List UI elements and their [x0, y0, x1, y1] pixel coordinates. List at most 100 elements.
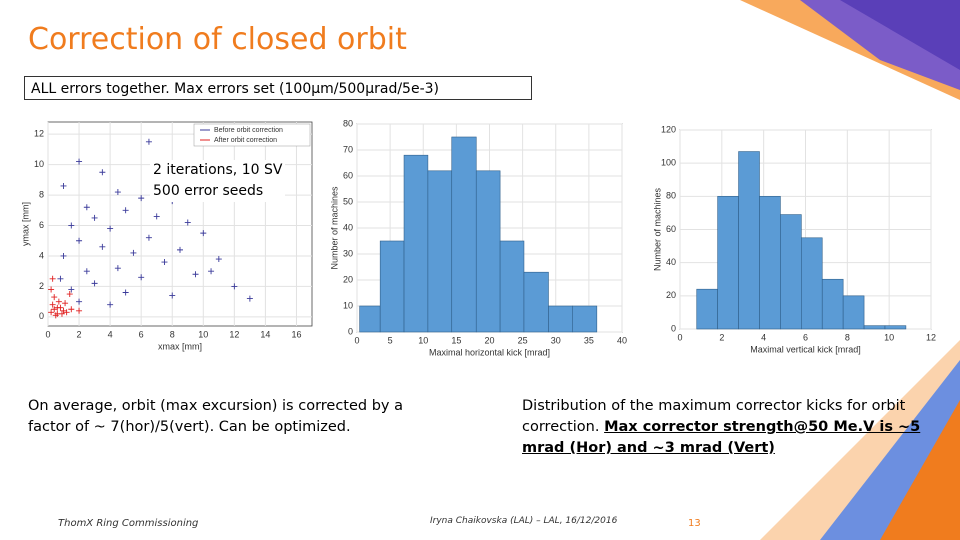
x-tick-label: 40: [617, 335, 627, 345]
point: [58, 310, 65, 317]
point: [114, 189, 121, 196]
plot-area: [47, 121, 313, 327]
point: [91, 280, 98, 287]
point: [99, 169, 106, 176]
subtitle-box: ALL errors together. Max errors set (100…: [24, 76, 532, 100]
x-tick-label: 35: [584, 335, 594, 345]
point: [231, 283, 238, 290]
point: [49, 275, 56, 282]
x-tick-label: 2: [719, 332, 724, 342]
point: [68, 306, 75, 313]
y-tick-label: 0: [39, 311, 44, 321]
point: [48, 309, 55, 316]
bar: [403, 154, 429, 333]
y-tick-label: 60: [666, 224, 676, 234]
x-tick-label: 15: [451, 335, 461, 345]
x-tick-label: 5: [388, 335, 393, 345]
y-axis-label: Number of machines: [329, 186, 339, 270]
point: [54, 304, 61, 311]
decor: [880, 400, 960, 540]
x-tick-label: 16: [291, 329, 301, 339]
x-axis-label: xmax [mm]: [158, 341, 202, 351]
y-tick-label: 50: [343, 196, 353, 206]
x-tick-label: 10: [418, 335, 428, 345]
point: [76, 298, 83, 305]
point: [68, 222, 75, 229]
point: [145, 138, 152, 145]
y-tick-label: 80: [666, 191, 676, 201]
point: [208, 268, 215, 275]
y-axis-label: Number of machines: [652, 187, 662, 271]
point: [107, 301, 114, 308]
x-tick-label: 12: [926, 332, 936, 342]
x-tick-label: 25: [518, 335, 528, 345]
legend-label: Before orbit correction: [214, 127, 283, 134]
y-tick-label: 80: [343, 118, 353, 128]
x-tick-label: 0: [677, 332, 682, 342]
point: [57, 275, 64, 282]
x-axis-label: Maximal horizontal kick [mrad]: [429, 347, 550, 357]
point: [55, 298, 62, 305]
x-tick-label: 4: [761, 332, 766, 342]
x-axis-label: Maximal vertical kick [mrad]: [750, 344, 861, 354]
bar: [738, 151, 760, 330]
annotation: 2 iterations, 10 SV 500 error seeds: [150, 160, 286, 202]
bar: [379, 240, 405, 333]
point: [83, 268, 90, 275]
point: [107, 225, 114, 232]
footer-center: Iryna Chaikovska (LAL) – LAL, 16/12/2016: [430, 516, 618, 526]
point: [76, 158, 83, 165]
point: [83, 204, 90, 211]
y-tick-label: 30: [343, 248, 353, 258]
point: [177, 246, 183, 253]
y-tick-label: 8: [39, 189, 44, 199]
y-axis-label: ymax [mm]: [20, 202, 30, 246]
bar: [821, 278, 844, 330]
page-number: 13: [688, 518, 701, 529]
bar: [359, 305, 381, 333]
x-tick-label: 10: [198, 329, 208, 339]
legend-label: After orbit correction: [214, 137, 277, 144]
point: [63, 309, 70, 316]
bar: [475, 170, 501, 333]
point: [51, 306, 58, 313]
point: [114, 265, 121, 272]
y-tick-label: 40: [343, 222, 353, 232]
point: [138, 274, 145, 281]
bar: [572, 305, 598, 333]
x-tick-label: 10: [884, 332, 894, 342]
slide-title: Correction of closed orbit: [28, 22, 407, 57]
y-tick-label: 12: [34, 129, 44, 139]
bar: [780, 214, 802, 330]
point: [91, 214, 98, 221]
bar: [759, 196, 781, 330]
legend-box: [193, 123, 311, 147]
point: [60, 307, 67, 314]
annotation-line: 2 iterations, 10 SV: [153, 162, 283, 178]
x-tick-label: 0: [45, 329, 50, 339]
point: [145, 234, 152, 241]
y-tick-label: 20: [666, 290, 676, 300]
point: [122, 289, 129, 296]
annotation-line: 500 error seeds: [153, 183, 264, 199]
point: [192, 271, 199, 278]
right-text: Distribution of the maximum corrector ki…: [522, 396, 942, 459]
y-tick-label: 6: [39, 220, 44, 230]
x-tick-label: 30: [551, 335, 561, 345]
right-text-plain: Distribution of the maximum corrector ki…: [522, 398, 906, 435]
point: [60, 182, 67, 189]
x-tick-label: 14: [260, 329, 270, 339]
y-tick-label: 20: [343, 274, 353, 284]
bar: [696, 288, 718, 330]
point: [153, 213, 160, 220]
point: [66, 291, 73, 298]
right-text-emph: Max corrector strength@50 Me.V is ~5 mra…: [522, 419, 921, 456]
point: [161, 259, 168, 266]
x-tick-label: 8: [845, 332, 850, 342]
bar: [523, 271, 549, 333]
y-tick-label: 60: [343, 170, 353, 180]
point: [99, 243, 106, 250]
bar: [499, 240, 525, 333]
